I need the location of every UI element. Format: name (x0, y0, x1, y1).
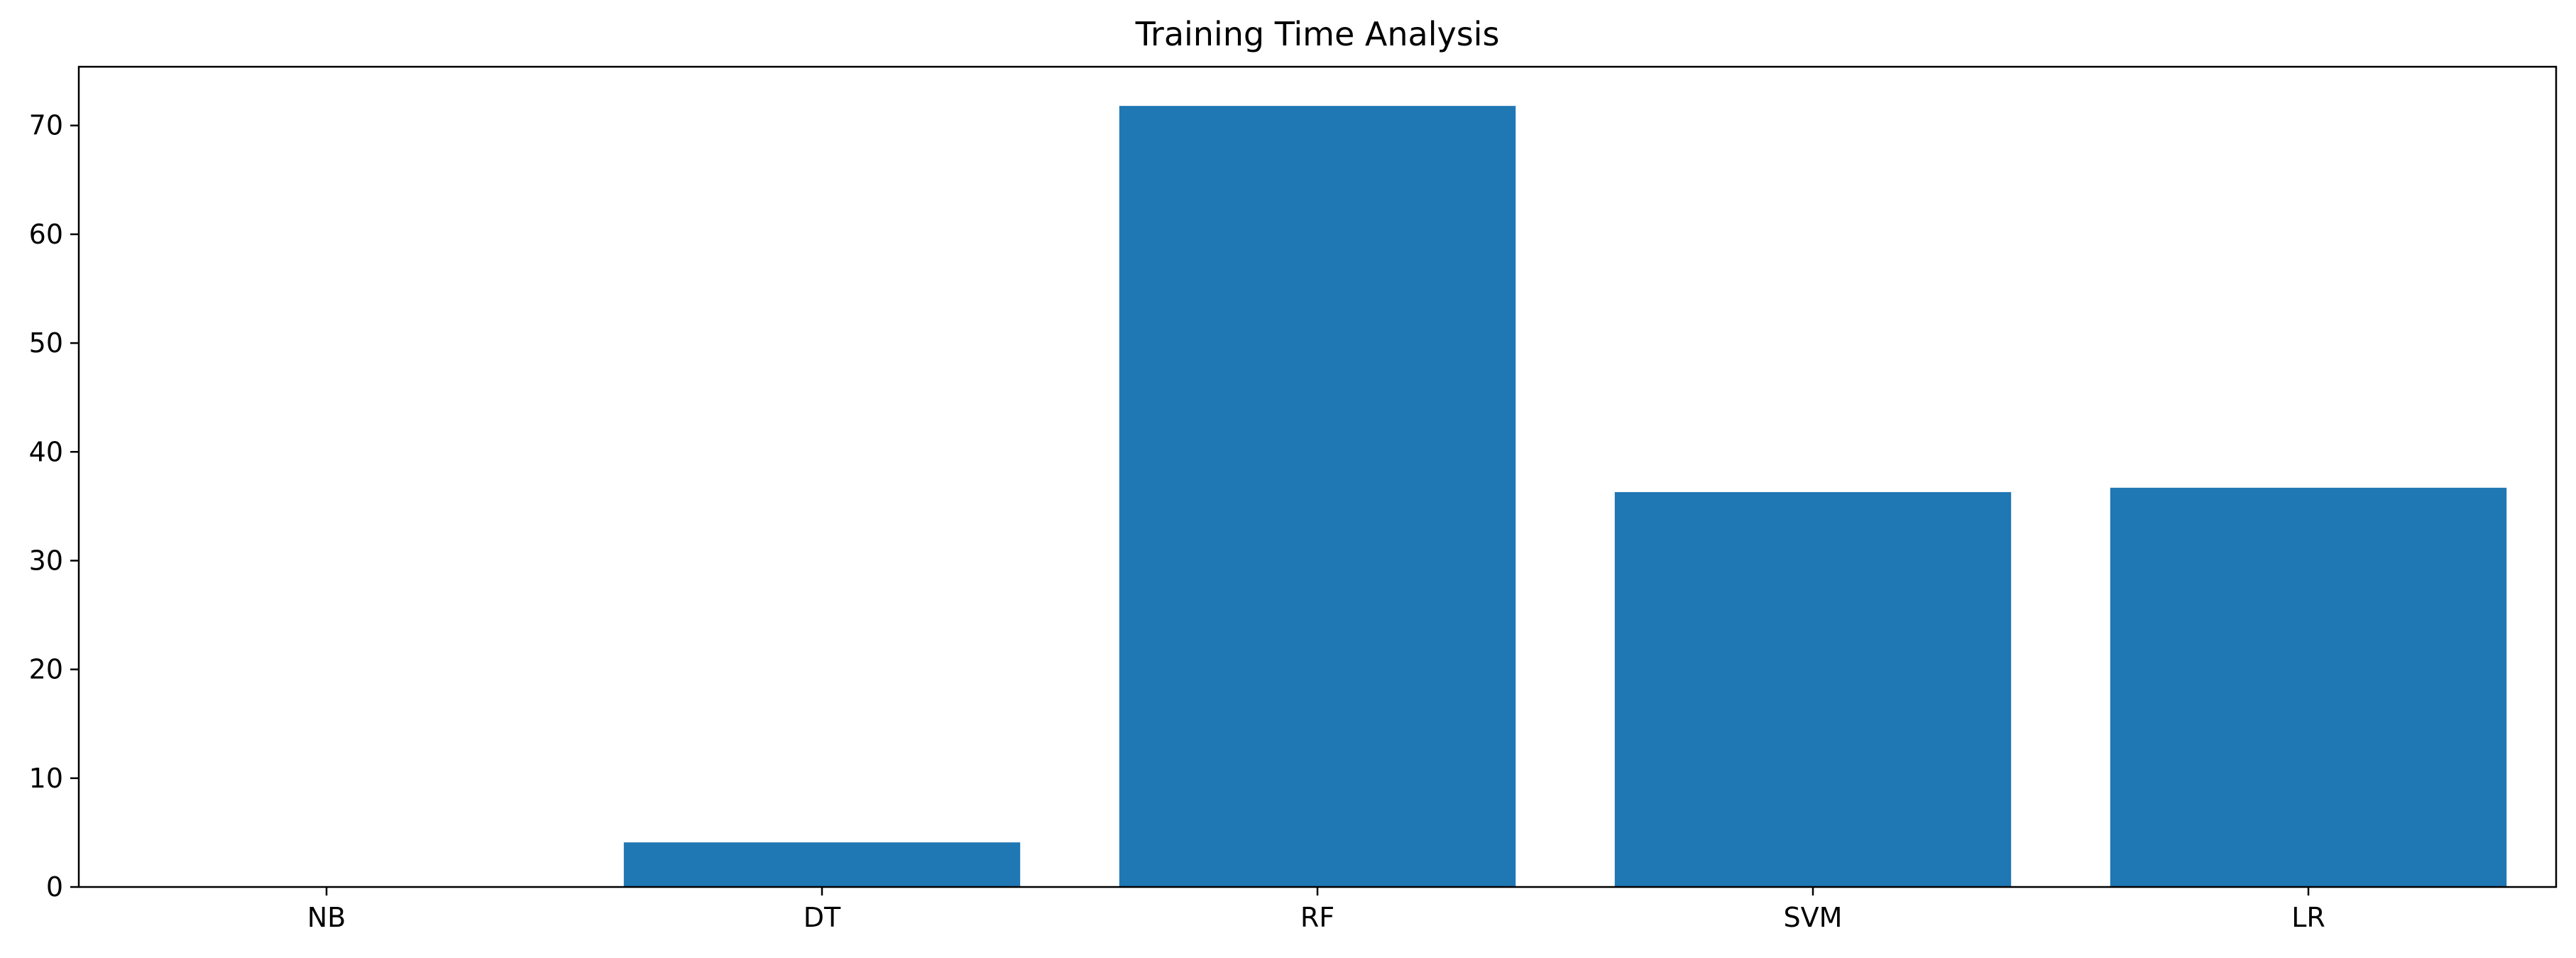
y-axis-ticks: 0 10 20 30 40 50 60 70 (29, 110, 79, 903)
x-tick-label: LR (2291, 902, 2325, 933)
plot-frame (77, 65, 2558, 888)
bar-svm (1614, 491, 2012, 887)
y-tick-label: 20 (29, 654, 63, 685)
bars-layer (128, 106, 2507, 888)
x-tick-label: RF (1300, 902, 1334, 933)
y-tick-label: 40 (29, 436, 63, 467)
x-axis-ticks: NB DT RF SVM LR (307, 887, 2325, 933)
y-tick-label: 60 (29, 219, 63, 250)
x-tick-label: DT (804, 902, 841, 933)
y-tick-label: 30 (29, 545, 63, 576)
y-tick-label: 50 (29, 327, 63, 359)
y-tick-label: 0 (46, 871, 63, 903)
chart-title: Training Time Analysis (1135, 15, 1500, 53)
y-tick-label: 70 (29, 110, 63, 141)
x-tick-label: NB (307, 902, 346, 933)
bar-lr (2110, 487, 2507, 887)
y-tick-label: 10 (29, 763, 63, 794)
bar-rf (1119, 106, 1516, 888)
x-tick-label: SVM (1784, 902, 1843, 933)
bar-dt (623, 842, 1021, 887)
